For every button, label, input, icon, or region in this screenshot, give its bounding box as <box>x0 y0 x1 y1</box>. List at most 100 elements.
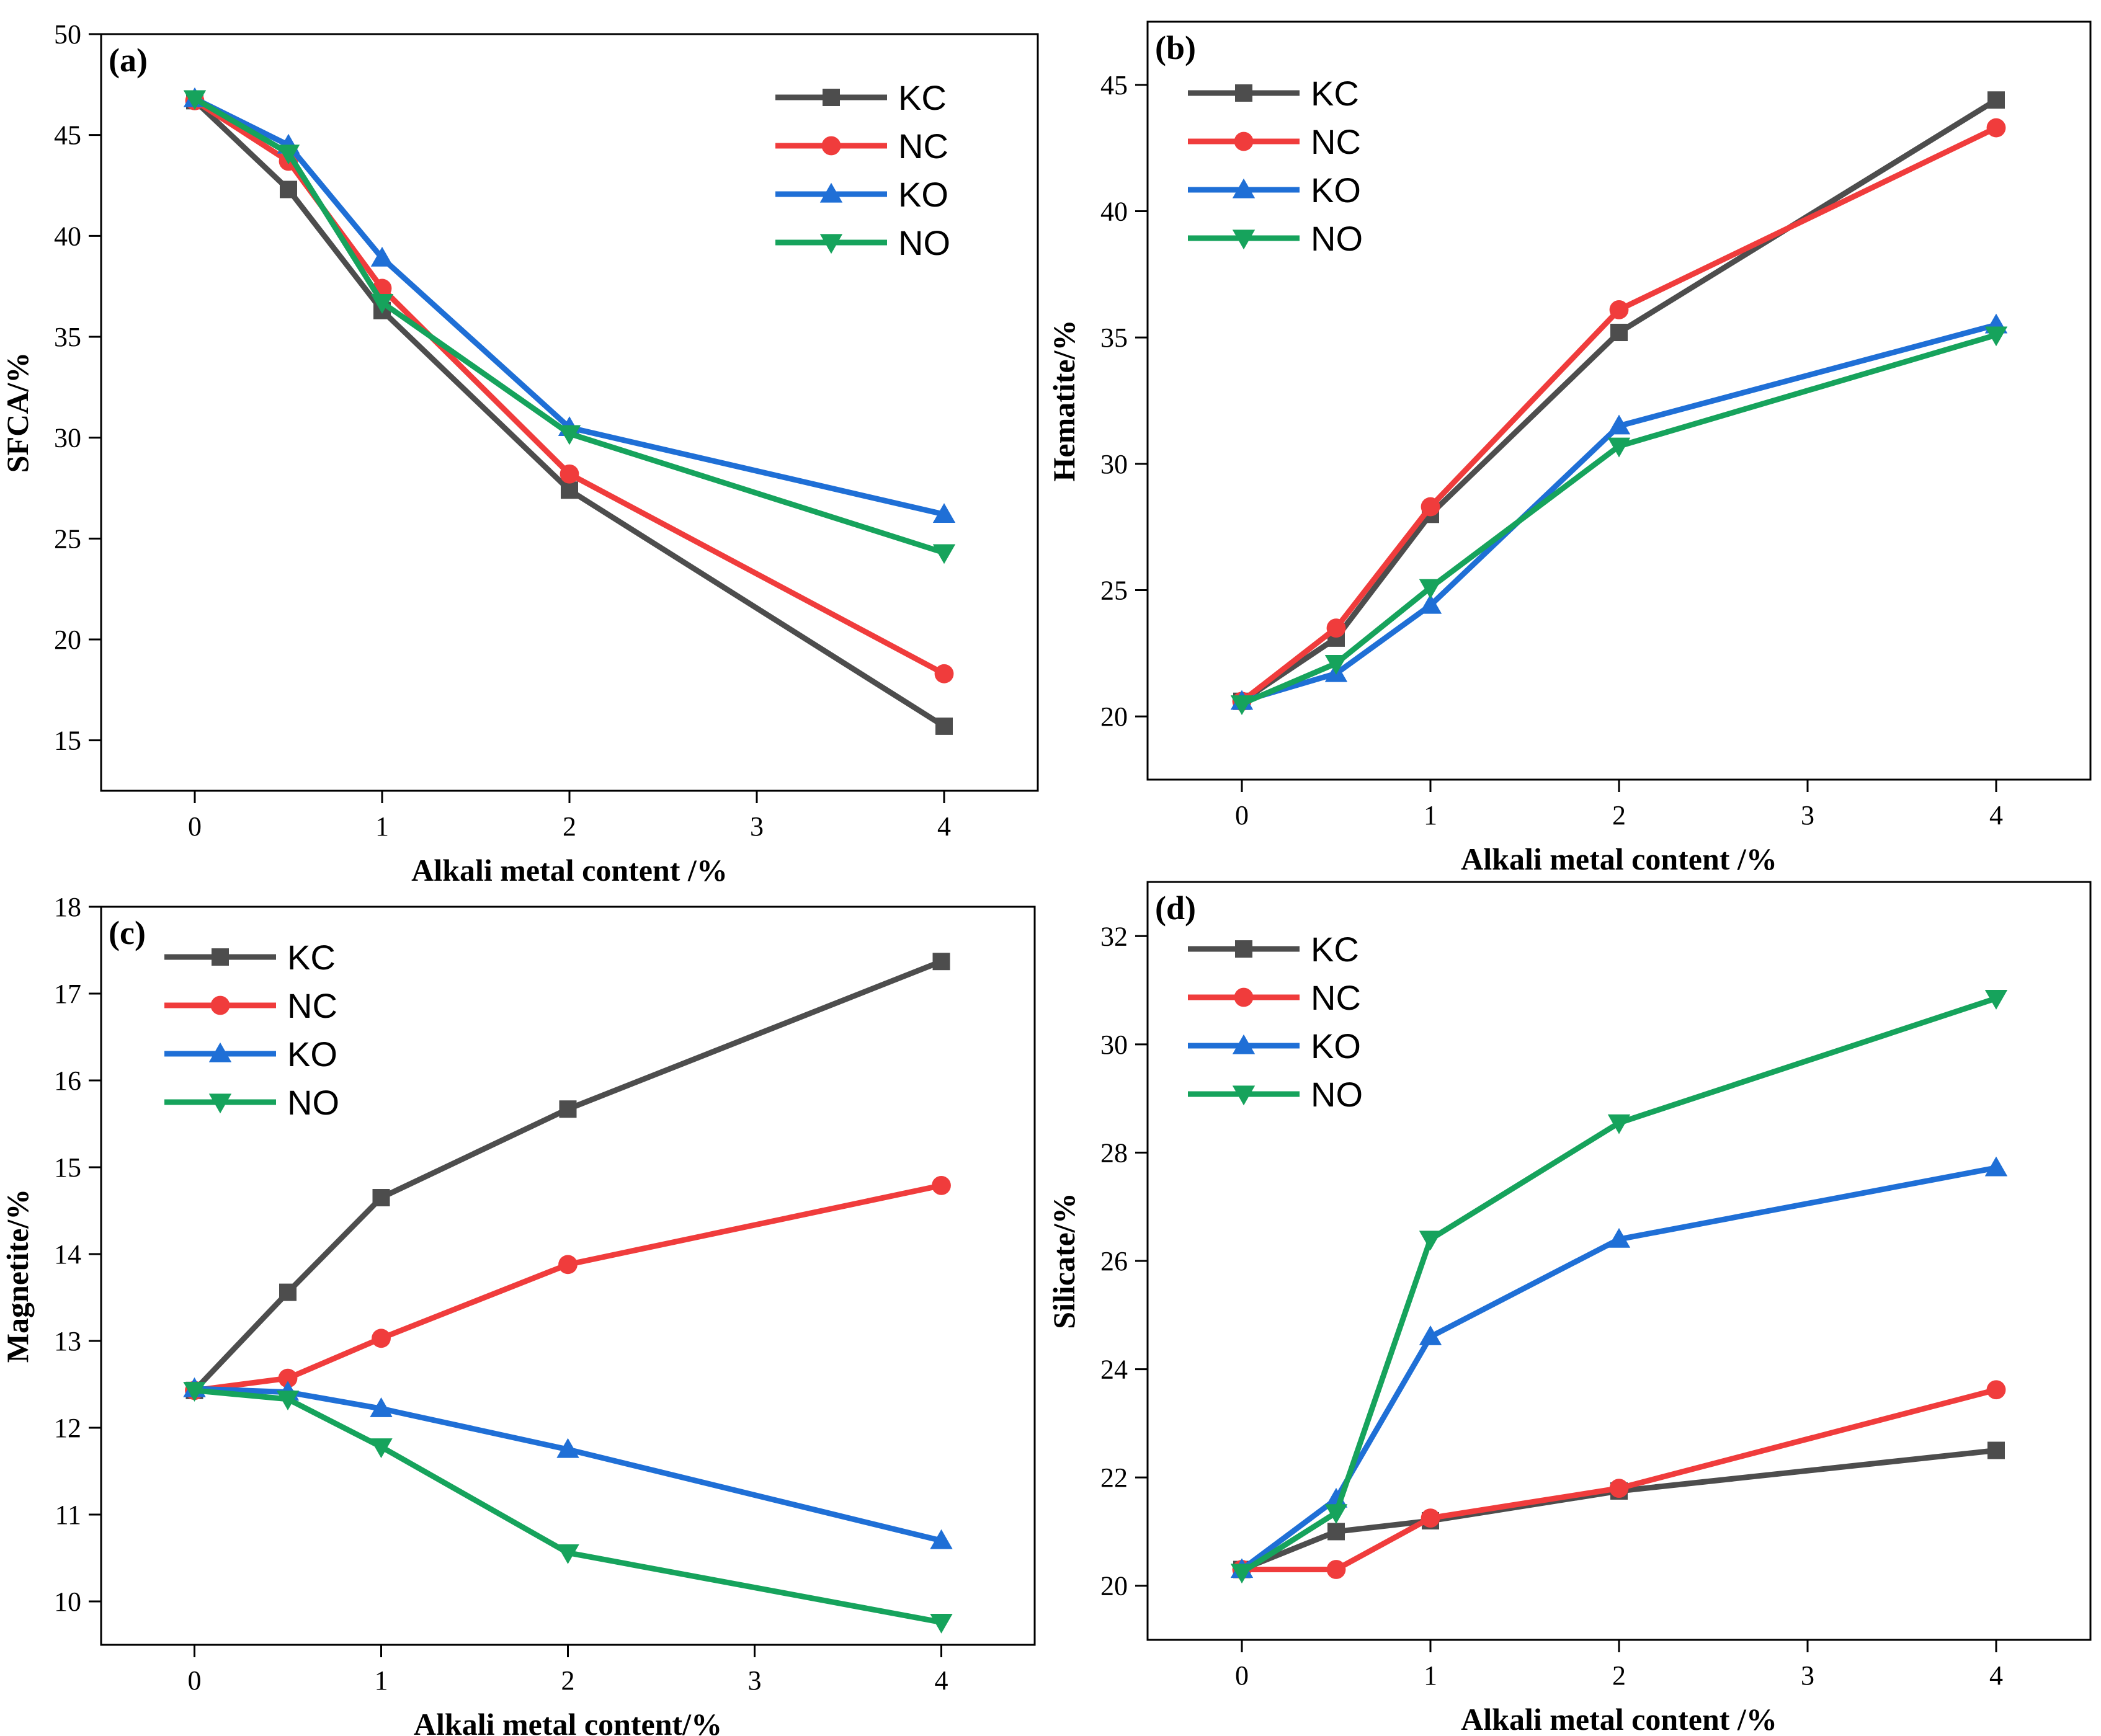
panel-b-x-tick-label: 2 <box>1612 800 1626 830</box>
panel-b-point-no <box>1984 326 2008 347</box>
panel-d-point-ko <box>1607 1227 1631 1248</box>
panel-c-legend-symbol-ko <box>164 1042 276 1062</box>
panel-d-legend-symbol-no <box>1188 1085 1300 1106</box>
panel-b-point-nc <box>1986 118 2006 138</box>
panel-d-point-ko <box>1419 1325 1442 1345</box>
panel-b-y-tick-label: 25 <box>1100 576 1128 606</box>
panel-c-series-no <box>183 1382 953 1634</box>
panel-c-point-no <box>183 1382 206 1402</box>
panel-a-legend-label-no: NO <box>898 223 950 262</box>
panel-b-point-kc <box>1987 91 2005 109</box>
panel-a-point-nc <box>934 664 954 683</box>
panel-b-label: (b) <box>1155 29 1196 66</box>
panel-d-point-no <box>1230 1564 1254 1584</box>
panel-a-y-tick-label: 15 <box>54 726 81 756</box>
panel-d: 0 1 2 3 4 20 22 24 26 28 30 32 (d) Alkali metal con… <box>1046 881 2092 1736</box>
panel-c-point-nc <box>932 1176 951 1195</box>
panel-c-y-tick-label: 17 <box>54 979 81 1009</box>
panel-a-legend-symbol-ko <box>775 182 887 203</box>
panel-a-legend-label-kc: KC <box>898 78 947 117</box>
panel-b-legend-symbol-ko <box>1188 178 1300 198</box>
panel-d-y-tick-label: 20 <box>1100 1571 1128 1601</box>
panel-d-x-tick-label: 4 <box>1989 1660 2003 1691</box>
panel-b-legend-label-ko: KO <box>1311 171 1361 210</box>
panel-c-point-no <box>556 1544 579 1564</box>
panel-d-series-no <box>1230 990 2008 1584</box>
panel-d-legend-symbol-nc <box>1188 987 1300 1007</box>
panel-b-legend-symbol-kc <box>1188 84 1300 102</box>
panel-a-x-tick-label: 1 <box>375 811 389 842</box>
panel-b: 0 1 2 3 4 20 25 30 35 40 45 (b) Alkali metal conte… <box>1046 20 2092 876</box>
panel-a-y-tick-label: 50 <box>54 19 81 50</box>
panel-a-legend-marker-ko <box>819 182 843 203</box>
panel-d-x-tick-label: 1 <box>1424 1660 1437 1691</box>
panel-c-legend-label-nc: NC <box>287 986 337 1025</box>
panel-b-x-axis-label: Alkali metal content /% <box>1461 842 1777 876</box>
panel-d-y-tick-label: 26 <box>1100 1246 1128 1276</box>
panel-c-y-tick-label: 14 <box>54 1239 81 1270</box>
panel-c-legend-marker-no <box>208 1093 232 1114</box>
panel-a-x-tick-label: 2 <box>563 811 576 842</box>
panel-a-legend-symbol-kc <box>775 89 887 106</box>
panel-b-x-tick-label: 3 <box>1801 800 1814 830</box>
panel-c-point-nc <box>558 1255 578 1275</box>
panel-d-point-nc <box>1986 1380 2006 1400</box>
panel-c-point-no <box>276 1391 300 1410</box>
panel-d-point-no <box>1984 990 2008 1010</box>
panel-c-legend-marker-ko <box>208 1042 232 1062</box>
panel-a-point-no <box>277 145 300 165</box>
panel-c-point-kc <box>559 1100 577 1118</box>
panel-b-point-ko <box>1419 594 1442 614</box>
panel-a-label: (a) <box>109 42 148 79</box>
panel-b-series-no <box>1230 326 2008 715</box>
panel-c-y-tick-label: 18 <box>54 892 81 922</box>
panel-c-legend-marker-nc <box>210 995 230 1015</box>
panel-a-legend-label-ko: KO <box>898 175 948 214</box>
panel-d-legend: KC NC KO NO <box>1188 930 1363 1114</box>
panel-a-y-tick-label: 25 <box>54 523 81 554</box>
panel-b-legend-label-no: NO <box>1311 219 1363 258</box>
panel-d-legend-marker-no <box>1232 1085 1256 1106</box>
panel-c-point-no <box>370 1438 393 1458</box>
panel-a-point-no <box>370 294 394 314</box>
panel-c-x-tick-label: 0 <box>188 1665 202 1696</box>
panel-b-legend: KC NC KO NO <box>1188 74 1363 258</box>
panel-d-legend-label-ko: KO <box>1311 1026 1361 1066</box>
panel-b-x-tick-label: 1 <box>1424 800 1437 830</box>
panel-a-legend-marker-kc <box>823 89 840 106</box>
panel-d-y-tick-label: 30 <box>1100 1030 1128 1060</box>
panel-b-point-no <box>1607 437 1631 458</box>
panel-c-y-tick-label: 16 <box>54 1066 81 1096</box>
panel-a-point-no <box>932 544 956 564</box>
panel-d-x-tick-label: 0 <box>1235 1660 1249 1691</box>
panel-a-legend-marker-no <box>819 234 843 254</box>
panel-a-legend-symbol-no <box>775 234 887 254</box>
panel-a-y-tick-label: 40 <box>54 221 81 251</box>
panel-b-legend-marker-kc <box>1235 84 1252 102</box>
panel-d-point-no <box>1419 1231 1442 1251</box>
panel-a-point-no <box>183 90 207 110</box>
panel-a-x-axis-label: Alkali metal content /% <box>411 853 728 888</box>
panel-b-x-tick-label: 0 <box>1235 800 1249 830</box>
panel-d-y-tick-label: 24 <box>1100 1355 1128 1385</box>
panel-c-legend-marker-kc <box>212 948 229 966</box>
panel-b-point-kc <box>1610 324 1628 342</box>
panel-a-legend-marker-nc <box>821 136 841 156</box>
panel-c-point-ko <box>556 1438 579 1458</box>
panel-b-y-tick-label: 20 <box>1100 701 1128 732</box>
panel-d-plot-area: 0 1 2 3 4 20 22 24 26 28 30 32 <box>1100 881 2092 1691</box>
panel-a-y-tick-label: 45 <box>54 120 81 151</box>
panel-a-legend-label-nc: NC <box>898 127 948 166</box>
panel-c-legend-symbol-no <box>164 1093 276 1114</box>
panel-d-legend-marker-kc <box>1235 940 1252 958</box>
panel-b-legend-symbol-no <box>1188 229 1300 250</box>
panel-c-legend-symbol-nc <box>164 995 276 1015</box>
panel-b-point-nc <box>1326 618 1346 638</box>
panel-c-point-kc <box>932 953 950 971</box>
panel-c-x-tick-label: 3 <box>748 1665 762 1696</box>
panel-a: 0 1 2 3 4 15 20 25 30 35 40 45 50 (a) Alkali metal c… <box>0 19 1039 888</box>
panel-d-point-kc <box>1327 1523 1345 1541</box>
panel-d-y-axis-label: Silicate/% <box>1046 1193 1081 1329</box>
panel-d-point-nc <box>1421 1508 1440 1528</box>
